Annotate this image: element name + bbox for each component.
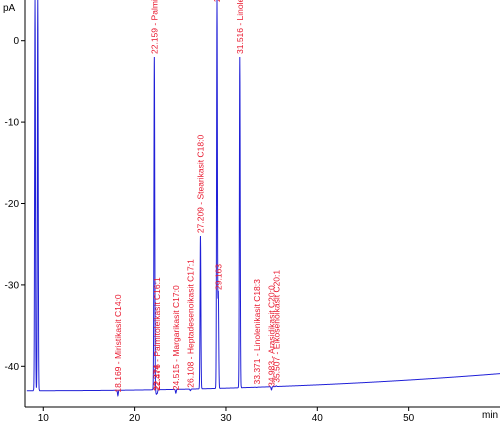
peak-label: 22.374 [151, 365, 161, 391]
y-tick-label: -30 [5, 280, 20, 291]
y-tick-label: -10 [5, 118, 20, 129]
axis-ticks: 10 20 30 40 50 0 -10 -20 -30 -40 [5, 36, 415, 424]
y-tick-label: 0 [13, 36, 19, 47]
y-unit-label: pA [3, 3, 16, 14]
chromatogram-trace [26, 0, 500, 397]
x-tick-label: 40 [312, 413, 324, 424]
peak-label: 22.476 - Palmitoleikasit C16:1 [152, 277, 162, 390]
x-unit-label: min [482, 410, 498, 421]
peak-label: 27.209 - Stearikasit C18:0 [196, 135, 206, 234]
peak-annotations: 18.169 - Miristikasit C14:0 22.159 - Palm… [113, 0, 281, 393]
peak-label: 24.515 - Margarikasit C17:0 [171, 285, 181, 390]
peak-label: 18.169 - Miristikasit C14:0 [113, 294, 123, 393]
y-tick-label: -40 [5, 362, 20, 373]
peak-label: 33.371 - Linolenikasit C18:3 [252, 279, 262, 385]
peak-label: 29.018 - Oleikasit C18:1 [212, 0, 222, 2]
x-tick-label: 20 [129, 413, 141, 424]
peak-label: 29.163 [213, 264, 223, 290]
peak-label: 22.159 - Palmitikasit C16:0 [149, 0, 159, 54]
peak-label: 26.108 - Heptadesenoikasit C17:1 [185, 259, 195, 388]
x-tick-label: 30 [220, 413, 232, 424]
peak-label: 31.516 - Linoleikasit C18:2 [235, 0, 245, 54]
peak-label: 35.507 - Eikosenoikasit C20:1 [271, 270, 281, 383]
peak-label: 34.983 - Arasidikasit C20:0 [267, 285, 277, 387]
x-tick-label: 10 [38, 413, 50, 424]
y-tick-label: -20 [5, 199, 20, 210]
x-tick-label: 50 [403, 413, 415, 424]
